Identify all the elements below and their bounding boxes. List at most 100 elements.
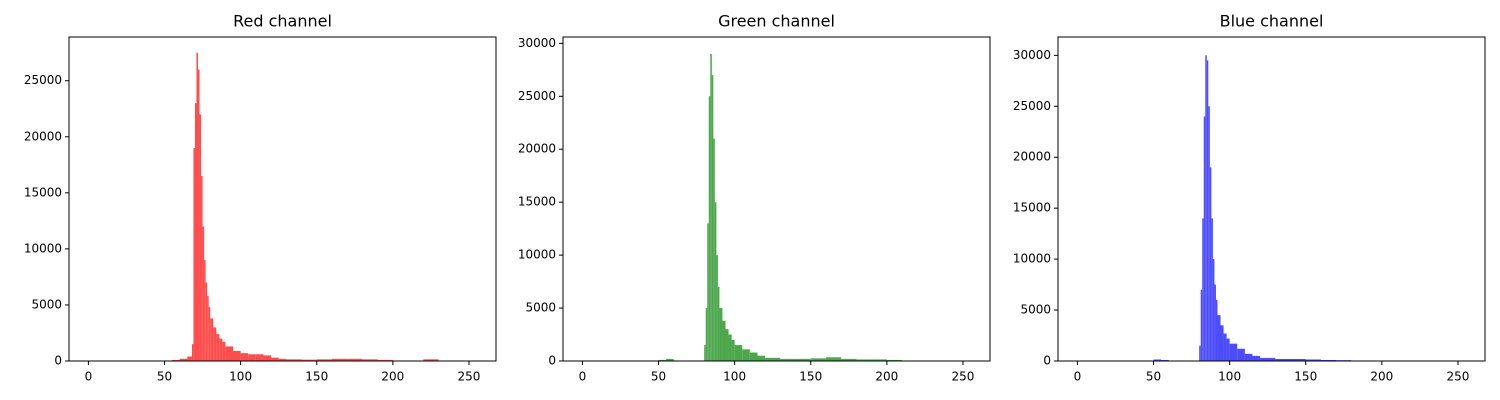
- bar: [377, 359, 393, 361]
- bar: [193, 147, 195, 361]
- x-tick-label: 150: [305, 370, 328, 384]
- bar: [240, 353, 249, 361]
- bar: [172, 359, 180, 361]
- bar: [871, 359, 887, 361]
- bar: [810, 358, 826, 361]
- bar: [1203, 116, 1206, 361]
- x-tick-label: 50: [1146, 370, 1161, 384]
- bar: [719, 308, 723, 361]
- bar: [1252, 355, 1261, 361]
- bar: [316, 359, 332, 361]
- bar: [201, 176, 203, 361]
- bar: [278, 358, 287, 361]
- bar: [1226, 338, 1230, 361]
- bar: [1199, 345, 1201, 361]
- bar: [331, 358, 348, 361]
- bar: [710, 53, 712, 362]
- y-tick-label: 20000: [24, 129, 62, 143]
- bar: [841, 358, 857, 361]
- x-tick-label: 200: [1370, 370, 1393, 384]
- bar: [423, 359, 439, 361]
- y-tick-label: 15000: [518, 195, 556, 209]
- bar: [179, 358, 188, 361]
- x-tick-label: 0: [579, 370, 587, 384]
- bar: [1305, 359, 1321, 361]
- y-tick-label: 20000: [1013, 150, 1051, 164]
- x-tick-label: 100: [229, 370, 252, 384]
- bar: [271, 357, 279, 361]
- bar: [301, 359, 317, 361]
- bar: [208, 307, 211, 361]
- bar: [219, 338, 223, 361]
- y-tick-label: 5000: [1020, 303, 1051, 317]
- y-tick-label: 0: [54, 354, 62, 368]
- bar: [1237, 348, 1245, 361]
- y-tick-label: 20000: [518, 142, 556, 156]
- bar: [1202, 218, 1204, 361]
- x-tick-label: 50: [157, 370, 172, 384]
- chart-title: Green channel: [718, 12, 835, 31]
- y-tick-label: 25000: [518, 89, 556, 103]
- bar: [757, 355, 766, 361]
- bar: [202, 226, 205, 361]
- bar: [205, 282, 208, 361]
- x-tick-label: 250: [1447, 370, 1470, 384]
- bar: [705, 308, 708, 361]
- bar: [795, 358, 811, 361]
- chart-title: Red channel: [233, 12, 332, 31]
- y-tick-label: 25000: [1013, 99, 1051, 113]
- bar: [1161, 359, 1169, 361]
- y-tick-label: 30000: [1013, 48, 1051, 62]
- bar: [347, 358, 363, 361]
- bar: [725, 329, 729, 361]
- bar: [856, 359, 872, 361]
- bar: [707, 223, 709, 361]
- bar: [210, 318, 214, 361]
- bar: [1200, 289, 1203, 361]
- x-tick-label: 150: [1294, 370, 1317, 384]
- bar: [233, 350, 241, 361]
- bar: [749, 352, 758, 361]
- bar: [196, 52, 199, 362]
- bar: [255, 354, 264, 361]
- bar: [780, 358, 796, 361]
- y-tick-label: 30000: [518, 36, 556, 50]
- x-tick-label: 150: [799, 370, 822, 384]
- bar: [194, 103, 197, 362]
- bar: [728, 334, 732, 361]
- y-tick-label: 10000: [24, 241, 62, 255]
- bar: [717, 286, 720, 361]
- bar: [1260, 357, 1276, 361]
- bar: [742, 349, 750, 361]
- x-tick-label: 100: [723, 370, 746, 384]
- bar: [704, 345, 706, 361]
- bar: [1275, 358, 1291, 361]
- bar: [1244, 353, 1253, 361]
- bar: [1153, 359, 1162, 361]
- bar: [1217, 315, 1221, 361]
- bar: [711, 75, 714, 361]
- bar: [1211, 218, 1213, 361]
- y-tick-label: 0: [548, 354, 556, 368]
- bar: [731, 339, 735, 361]
- x-tick-label: 250: [458, 370, 481, 384]
- y-tick-label: 15000: [1013, 201, 1051, 215]
- bar: [199, 114, 202, 361]
- bar: [1229, 343, 1238, 361]
- bar: [207, 295, 209, 361]
- bar: [362, 359, 378, 361]
- bar: [198, 69, 200, 361]
- bar: [666, 358, 674, 361]
- bar: [886, 359, 903, 361]
- bar: [708, 96, 711, 361]
- bar: [1212, 259, 1215, 361]
- bar: [1320, 359, 1337, 361]
- bar: [825, 357, 842, 361]
- x-tick-label: 100: [1218, 370, 1241, 384]
- y-tick-label: 15000: [24, 185, 62, 199]
- bar: [187, 356, 192, 361]
- y-tick-label: 10000: [1013, 252, 1051, 266]
- plot-frame: [68, 36, 497, 362]
- bar: [225, 346, 234, 361]
